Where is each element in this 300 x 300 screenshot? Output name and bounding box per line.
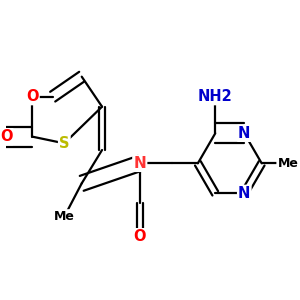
Text: O: O (0, 129, 13, 144)
Text: N: N (238, 126, 250, 141)
Text: O: O (134, 229, 146, 244)
Text: O: O (26, 89, 39, 104)
Text: Me: Me (278, 157, 298, 170)
Text: N: N (134, 156, 146, 171)
Text: S: S (59, 136, 70, 151)
Text: Me: Me (54, 210, 75, 223)
Text: N: N (238, 186, 250, 201)
Text: NH2: NH2 (198, 89, 232, 104)
